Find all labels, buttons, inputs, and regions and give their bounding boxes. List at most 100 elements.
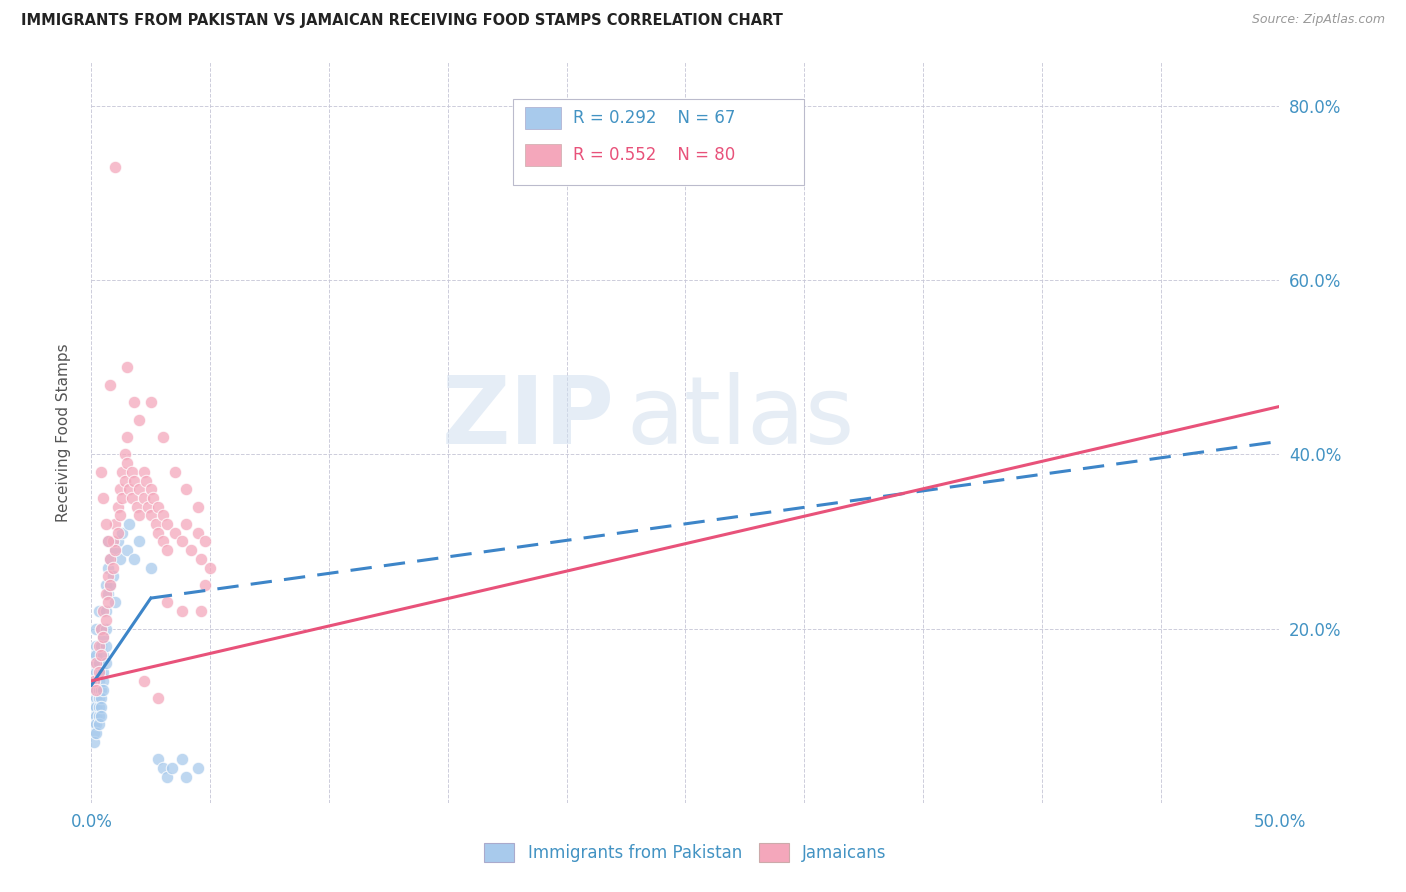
Point	[91, 630, 114, 644]
Point	[187, 500, 209, 514]
Point	[115, 360, 138, 375]
Point	[132, 465, 155, 479]
Point	[170, 604, 193, 618]
Point	[97, 569, 120, 583]
Point	[87, 700, 110, 714]
Point	[94, 613, 117, 627]
Point	[84, 682, 107, 697]
Point	[94, 578, 117, 592]
Point	[94, 639, 117, 653]
Point	[87, 639, 110, 653]
Y-axis label: Receiving Food Stamps: Receiving Food Stamps	[56, 343, 70, 522]
Text: R = 0.292    N = 67: R = 0.292 N = 67	[572, 109, 735, 127]
Point	[87, 708, 110, 723]
Point	[176, 517, 198, 532]
Point	[108, 508, 131, 523]
Point	[104, 595, 127, 609]
Point	[170, 752, 193, 766]
Point	[156, 517, 179, 532]
Point	[200, 560, 222, 574]
Point	[90, 708, 112, 723]
Point	[194, 578, 217, 592]
Point	[83, 717, 105, 731]
Point	[121, 465, 143, 479]
Point	[101, 560, 124, 574]
Point	[111, 465, 134, 479]
Point	[87, 673, 110, 688]
Point	[87, 717, 110, 731]
Point	[90, 691, 112, 706]
Point	[121, 491, 143, 505]
Point	[100, 552, 122, 566]
Point	[83, 726, 105, 740]
Point	[122, 474, 145, 488]
Point	[146, 500, 169, 514]
Point	[87, 682, 110, 697]
Point	[101, 569, 124, 583]
Point	[97, 587, 120, 601]
Point	[97, 534, 120, 549]
Point	[91, 630, 114, 644]
Point	[97, 534, 120, 549]
FancyBboxPatch shape	[524, 144, 561, 166]
Point	[114, 474, 136, 488]
FancyBboxPatch shape	[513, 100, 804, 185]
Point	[91, 648, 114, 662]
Point	[160, 761, 183, 775]
Point	[90, 622, 112, 636]
Point	[115, 456, 138, 470]
Point	[97, 560, 120, 574]
Point	[90, 700, 112, 714]
Point	[128, 534, 150, 549]
Point	[90, 648, 112, 662]
Point	[163, 465, 186, 479]
Point	[170, 534, 193, 549]
Point	[187, 761, 209, 775]
Point	[84, 708, 107, 723]
Point	[111, 491, 134, 505]
Point	[107, 500, 129, 514]
Point	[132, 491, 155, 505]
Point	[190, 552, 212, 566]
Point	[187, 525, 209, 540]
Point	[84, 717, 107, 731]
Point	[125, 500, 148, 514]
Point	[118, 517, 141, 532]
Point	[146, 752, 169, 766]
Point	[156, 770, 179, 784]
Point	[94, 657, 117, 671]
Text: Source: ZipAtlas.com: Source: ZipAtlas.com	[1251, 13, 1385, 27]
Point	[90, 682, 112, 697]
Point	[152, 761, 174, 775]
Point	[91, 491, 114, 505]
Point	[91, 604, 114, 618]
Point	[84, 682, 107, 697]
Point	[87, 604, 110, 618]
Point	[139, 508, 162, 523]
Text: IMMIGRANTS FROM PAKISTAN VS JAMAICAN RECEIVING FOOD STAMPS CORRELATION CHART: IMMIGRANTS FROM PAKISTAN VS JAMAICAN REC…	[21, 13, 783, 29]
Point	[84, 700, 107, 714]
Point	[100, 578, 122, 592]
Point	[101, 534, 124, 549]
Point	[107, 525, 129, 540]
Point	[176, 770, 198, 784]
Point	[97, 595, 120, 609]
Point	[83, 673, 105, 688]
Point	[83, 735, 105, 749]
Point	[90, 622, 112, 636]
Point	[87, 691, 110, 706]
Point	[90, 465, 112, 479]
Point	[142, 491, 165, 505]
Legend: Immigrants from Pakistan, Jamaicans: Immigrants from Pakistan, Jamaicans	[478, 836, 893, 869]
Point	[180, 543, 202, 558]
Point	[84, 622, 107, 636]
Point	[91, 682, 114, 697]
Point	[87, 657, 110, 671]
Point	[94, 604, 117, 618]
Point	[83, 700, 105, 714]
Point	[104, 543, 127, 558]
Point	[114, 447, 136, 461]
Point	[122, 395, 145, 409]
Point	[94, 517, 117, 532]
Point	[138, 500, 160, 514]
